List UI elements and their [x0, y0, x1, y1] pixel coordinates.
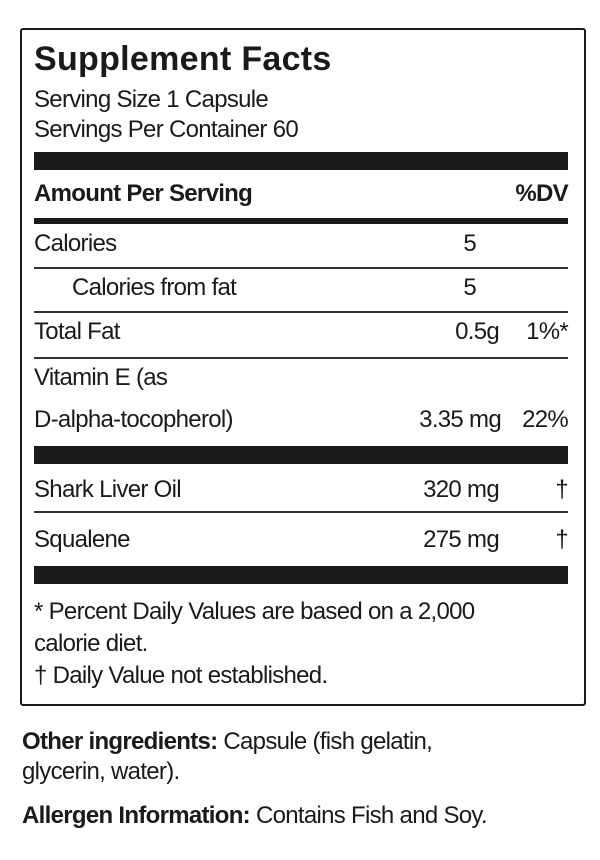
other-ingredients-cont: glycerin, water).: [22, 758, 180, 785]
other-ingredients-label: Other ingredients:: [22, 728, 218, 755]
allergen-information: Allergen Information: Contains Fish and …: [22, 802, 488, 830]
other-ingredients: Other ingredients: Capsule (fish gelatin…: [22, 728, 433, 756]
nutrient-amount: 275 mg: [423, 526, 500, 553]
nutrient-name: Squalene: [34, 526, 131, 553]
footnote-dv-cont: calorie diet.: [34, 630, 148, 657]
nutrient-dv: †: [555, 476, 568, 503]
divider-thin: [34, 357, 568, 359]
footnote-dagger: † Daily Value not established.: [34, 662, 328, 689]
divider-thick: [34, 446, 568, 464]
nutrient-name: Vitamin E (as: [34, 364, 168, 391]
amount-per-serving-header: Amount Per Serving: [34, 180, 253, 207]
divider-thick: [34, 566, 568, 584]
divider-thick: [34, 152, 568, 170]
allergen-label: Allergen Information:: [22, 802, 251, 829]
serving-size: Serving Size 1 Capsule: [34, 86, 269, 113]
nutrient-name: Total Fat: [34, 318, 120, 345]
nutrient-amount: 320 mg: [423, 476, 500, 503]
nutrient-dv: 1%*: [526, 318, 569, 345]
servings-per-container: Servings Per Container 60: [34, 116, 299, 143]
nutrient-amount: 5: [463, 274, 476, 301]
footnote-dv: * Percent Daily Values are based on a 2,…: [34, 598, 475, 625]
nutrient-amount: 3.35 mg: [419, 406, 502, 433]
nutrient-name: Shark Liver Oil: [34, 476, 182, 503]
other-ingredients-text: Capsule (fish gelatin,: [217, 728, 433, 755]
divider-thin: [34, 311, 568, 313]
nutrient-amount: 0.5g: [455, 318, 500, 345]
nutrient-name: Calories from fat: [72, 274, 237, 301]
nutrient-name: D-alpha-tocopherol): [34, 406, 234, 433]
allergen-text: Contains Fish and Soy.: [249, 802, 488, 829]
nutrient-dv: 22%: [522, 406, 569, 433]
divider-thin: [34, 267, 568, 269]
panel-title: Supplement Facts: [34, 40, 332, 78]
nutrient-name: Calories: [34, 230, 117, 257]
dv-header: %DV: [515, 180, 568, 207]
supplement-facts-panel: [20, 28, 586, 706]
nutrient-amount: 5: [463, 230, 476, 257]
nutrient-dv: †: [555, 526, 568, 553]
divider-medium: [34, 218, 568, 224]
divider-thin: [34, 511, 568, 513]
